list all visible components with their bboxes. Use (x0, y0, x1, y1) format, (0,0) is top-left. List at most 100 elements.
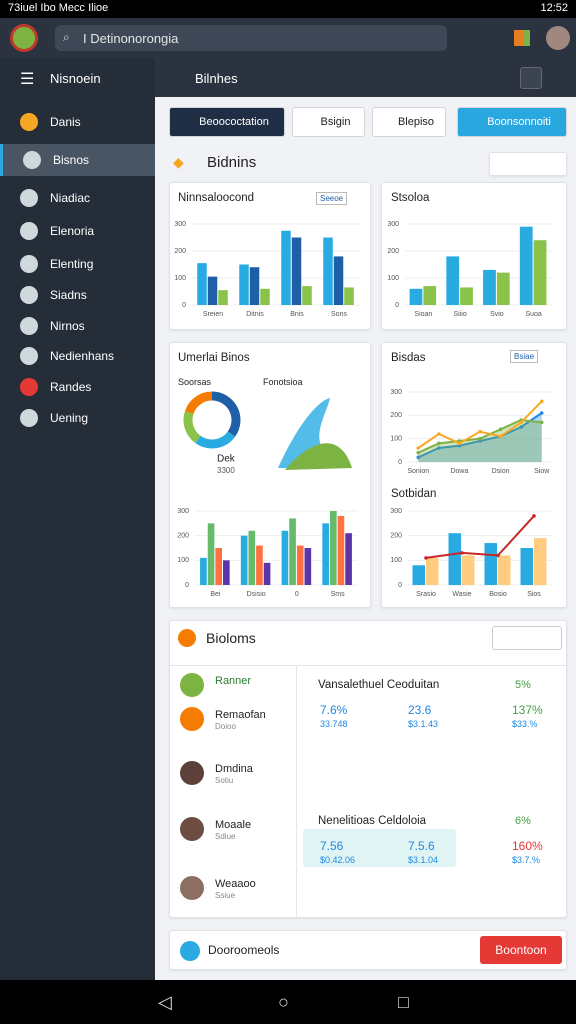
sidebar-label: Danis (50, 115, 81, 129)
metric-sub: $33.% (512, 719, 538, 729)
chart-subtitle: Soorsas (178, 377, 212, 387)
metric-value: 7.6% (320, 703, 348, 717)
sidebar-icon (20, 286, 38, 304)
metric-value: 137% (512, 703, 543, 717)
divider (170, 665, 566, 666)
section-controls[interactable] (492, 626, 562, 650)
row-avatar (180, 876, 204, 900)
chart-title: Umerlai Binos (178, 352, 250, 364)
status-text: 73iuel Ibo Mecc Ilioe (8, 2, 109, 14)
row-sub: Doioo (215, 722, 236, 731)
sidebar-label: Elenting (50, 257, 94, 271)
sidebar-label: Nedienhans (50, 349, 115, 363)
nav-home[interactable]: ○ (278, 992, 289, 1012)
app-logo[interactable] (10, 24, 38, 52)
menu-icon[interactable]: ☰ (20, 71, 35, 88)
toolbar-button[interactable]: Blepiso (372, 107, 446, 137)
metric-sub: $3.1.43 (408, 719, 439, 729)
metric-sub: $3.1.04 (408, 855, 439, 865)
sidebar-item[interactable]: Nedienhans (0, 340, 155, 372)
row-avatar (180, 817, 204, 841)
footer-label[interactable]: Dooroomeols (208, 943, 280, 957)
sidebar-label: Nirnos (50, 319, 85, 333)
row-avatar (180, 707, 204, 731)
sidebar-item[interactable]: Siadns (0, 279, 155, 311)
nav-back[interactable]: ◁ (158, 992, 172, 1012)
avatar[interactable] (546, 26, 570, 50)
row-name[interactable]: Ranner (215, 675, 252, 687)
sidebar-item[interactable]: Elenoria (0, 215, 155, 247)
sidebar-item[interactable]: Randes (0, 371, 155, 403)
chart-title: Sotbidan (391, 488, 437, 500)
sidebar-item[interactable]: Danis (0, 106, 155, 138)
section-icon (178, 629, 196, 647)
main-title: Bilnhes (195, 71, 238, 86)
sidebar-label: Elenoria (50, 224, 95, 238)
search-field[interactable]: ⌕ I Detinonorongia (55, 25, 447, 51)
nav-bar: ◁ ○ □ (0, 980, 576, 1024)
row-name[interactable]: Remaofan (215, 709, 266, 721)
chart-badge: Seeoe (316, 192, 348, 205)
sidebar-icon (20, 409, 38, 427)
sidebar: ☰ Nisnoein Danis Bisnos Niadiac Elenoria Ele… (0, 58, 155, 980)
section-title: Bioloms (206, 630, 256, 646)
row-sub: Ssiue (215, 891, 236, 900)
sidebar-item[interactable]: Uening (0, 402, 155, 434)
sidebar-icon (23, 151, 41, 169)
search-text: I Detinonorongia (83, 31, 179, 46)
row-name[interactable]: Weaaoo (215, 878, 256, 890)
metric-sub: 33.748 (320, 719, 348, 729)
metric-value: 160% (512, 839, 543, 853)
sidebar-item[interactable]: Elenting (0, 248, 155, 280)
chart-card (381, 342, 567, 608)
search-icon: ⌕ (63, 30, 70, 44)
footer-card: Dooroomeols Boontoon (169, 930, 567, 970)
panel-change: 6% (515, 815, 531, 827)
sidebar-icon (20, 189, 38, 207)
row-name[interactable]: Moaale (215, 819, 252, 831)
section-icon: ◆ (173, 154, 184, 170)
sidebar-item[interactable]: Bisnos (0, 144, 155, 176)
row-sub: Sotiu (215, 776, 234, 785)
chart-card (381, 182, 567, 330)
sidebar-item[interactable]: Nirnos (0, 310, 155, 342)
chart-subtitle: Fonotsioa (263, 377, 303, 387)
main-header: Bilnhes (155, 58, 576, 97)
chart-badge: Bsiae (510, 350, 539, 363)
panel-change: 5% (515, 679, 531, 691)
metric-value: 7.56 (320, 839, 344, 853)
sidebar-icon (20, 347, 38, 365)
metric-value: 23.6 (408, 703, 432, 717)
toolbar-button[interactable]: Beoococtation (169, 107, 285, 137)
sidebar-item[interactable]: Niadiac (0, 182, 155, 214)
nav-recent[interactable]: □ (398, 992, 409, 1012)
sidebar-icon (20, 113, 38, 131)
metric-sub: $3.7.% (512, 855, 541, 865)
sidebar-label: Siadns (50, 288, 87, 302)
footer-icon (180, 941, 200, 961)
list-card: Bioloms Ranner Remaofan Doioo Dmdina Sotiu Moa… (169, 620, 567, 918)
toolbar-button[interactable]: Boonsonnoiti (457, 107, 567, 137)
section-controls[interactable] (489, 152, 567, 176)
panel-title: Vansalethuel Ceoduitan (318, 679, 440, 691)
column-divider (296, 665, 297, 917)
row-name[interactable]: Dmdina (215, 763, 253, 775)
header-button[interactable] (520, 67, 542, 89)
status-bar: 73iuel Ibo Mecc Ilioe 12:52 (0, 0, 576, 18)
highlight (303, 829, 456, 867)
panel-title: Nenelitioas Celdoloia (318, 815, 427, 827)
app-bar: ⌕ I Detinonorongia (0, 18, 576, 58)
chart-title: Stsoloa (391, 192, 430, 204)
toolbar-button[interactable]: Bsigin (292, 107, 365, 137)
clock: 12:52 (540, 2, 568, 14)
section-title: Bidnins (207, 154, 257, 171)
row-sub: Sdiue (215, 832, 236, 841)
sidebar-title: Nisnoein (50, 71, 101, 86)
sidebar-label: Bisnos (53, 153, 90, 167)
metric-value: 7.5.6 (408, 839, 435, 853)
footer-button[interactable]: Boontoon (480, 936, 562, 964)
chart-title: Ninnsaloocond (178, 192, 255, 204)
flag-icon[interactable] (514, 30, 530, 46)
sidebar-icon (20, 255, 38, 273)
